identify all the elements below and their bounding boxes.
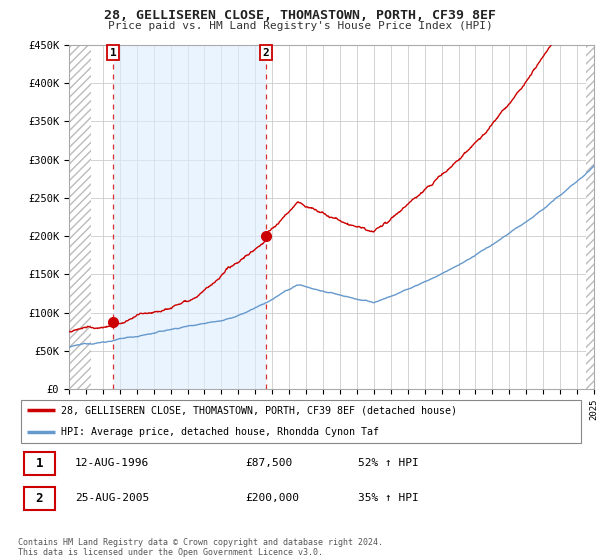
FancyBboxPatch shape xyxy=(21,400,581,443)
Text: 2: 2 xyxy=(263,48,269,58)
FancyBboxPatch shape xyxy=(23,452,55,475)
Text: 28, GELLISEREN CLOSE, THOMASTOWN, PORTH, CF39 8EF (detached house): 28, GELLISEREN CLOSE, THOMASTOWN, PORTH,… xyxy=(61,405,457,416)
Text: £200,000: £200,000 xyxy=(245,493,299,503)
Text: 52% ↑ HPI: 52% ↑ HPI xyxy=(358,459,419,468)
Text: 2: 2 xyxy=(35,492,43,505)
Text: Contains HM Land Registry data © Crown copyright and database right 2024.
This d: Contains HM Land Registry data © Crown c… xyxy=(18,538,383,557)
FancyBboxPatch shape xyxy=(23,487,55,510)
Text: £87,500: £87,500 xyxy=(245,459,292,468)
Text: 1: 1 xyxy=(110,48,116,58)
Text: 35% ↑ HPI: 35% ↑ HPI xyxy=(358,493,419,503)
Text: 1: 1 xyxy=(35,457,43,470)
Text: 28, GELLISEREN CLOSE, THOMASTOWN, PORTH, CF39 8EF: 28, GELLISEREN CLOSE, THOMASTOWN, PORTH,… xyxy=(104,9,496,22)
Text: HPI: Average price, detached house, Rhondda Cynon Taf: HPI: Average price, detached house, Rhon… xyxy=(61,427,379,437)
Text: Price paid vs. HM Land Registry's House Price Index (HPI): Price paid vs. HM Land Registry's House … xyxy=(107,21,493,31)
Text: 25-AUG-2005: 25-AUG-2005 xyxy=(75,493,149,503)
Text: 12-AUG-1996: 12-AUG-1996 xyxy=(75,459,149,468)
